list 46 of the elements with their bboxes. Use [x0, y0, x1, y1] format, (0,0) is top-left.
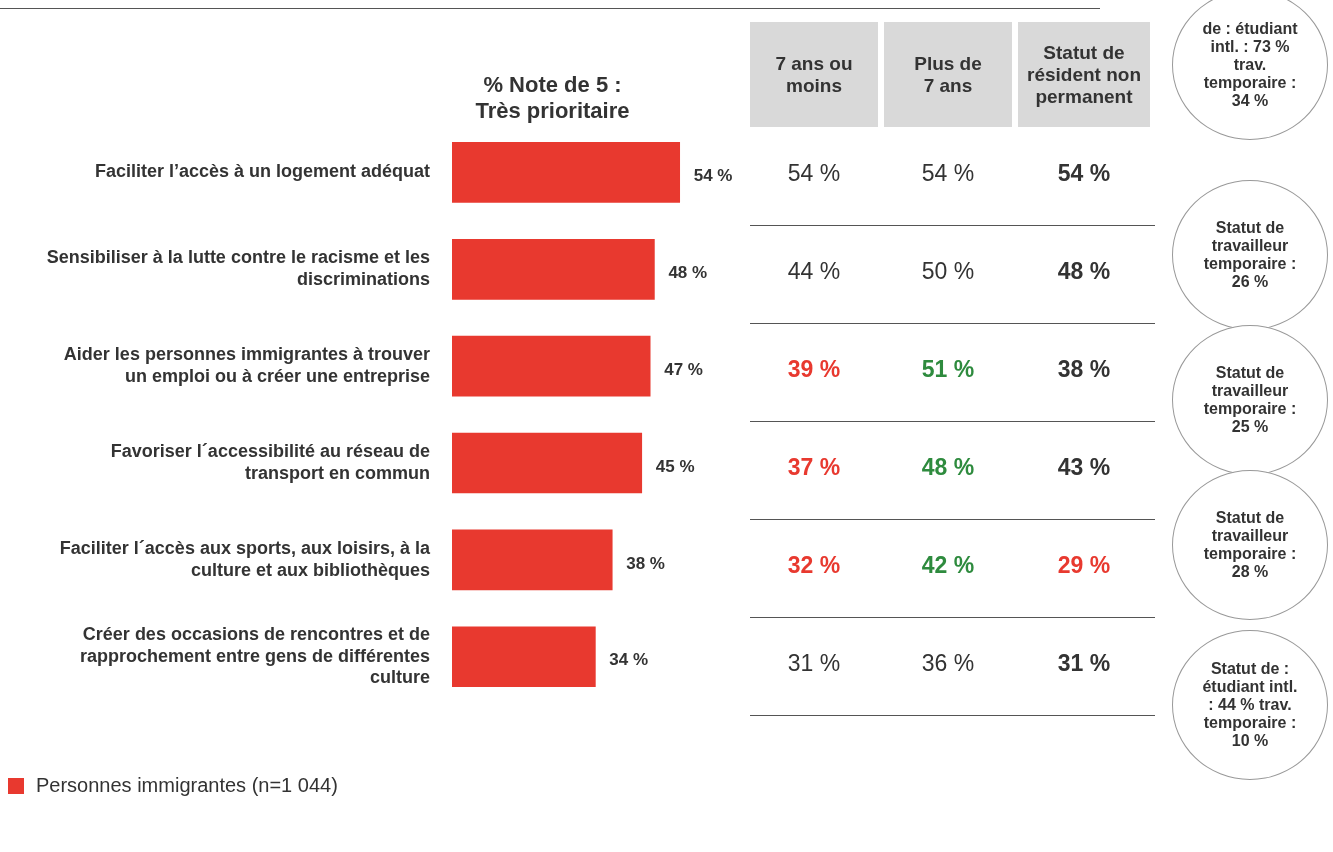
y-tick-label: Favoriser l´accessibilité au réseau de transport en commun	[110, 441, 430, 483]
text: de : étudiant intl. : 73 % trav. temporaire : 34 %	[1202, 20, 1298, 110]
text: 32 %	[787, 551, 841, 578]
category-label: Plus de 7 ans	[913, 52, 983, 97]
text: 48 %	[921, 453, 975, 480]
text: 31 %	[787, 649, 841, 676]
text: 39 %	[787, 355, 841, 382]
y-tick-label: Créer des occasions de rencontres et de rapprochement entre gens de différentes culture	[79, 624, 430, 688]
text: 42 %	[921, 551, 975, 578]
text: 48 %	[1057, 257, 1111, 284]
text: 38 %	[1057, 355, 1111, 382]
bar	[452, 626, 596, 688]
text: 51 %	[921, 355, 975, 382]
text: 37 %	[787, 453, 841, 480]
legend-label: Personnes immigrantes (n=1 044)	[36, 774, 338, 797]
category-label: Statut de résident non permanent	[1026, 41, 1142, 108]
y-tick-label: Faciliter l´accès aux sports, aux loisirs, à la culture et aux bibliothèques	[59, 538, 431, 580]
category-label: 7 ans ou moins	[774, 52, 854, 97]
y-tick-label: Sensibiliser à la lutte contre le racisme et les discriminations	[46, 247, 430, 290]
text: Statut de travailleur temporaire : 26 %	[1202, 219, 1298, 291]
data-label: 48 %	[668, 262, 708, 282]
data-label: 34 %	[609, 650, 649, 670]
text: Statut de travailleur temporaire : 25 %	[1202, 364, 1298, 436]
bar	[452, 432, 643, 494]
bar	[452, 238, 655, 300]
text: 50 %	[921, 257, 975, 284]
chart-title: % Note de 5 : Très prioritaire	[474, 72, 631, 124]
text: 54 %	[787, 159, 841, 186]
text: 36 %	[921, 649, 975, 676]
text: 54 %	[921, 159, 975, 186]
text: 44 %	[787, 257, 841, 284]
text: 54 %	[1057, 159, 1111, 186]
text: 31 %	[1057, 649, 1111, 676]
text: Statut de travailleur temporaire : 28 %	[1202, 509, 1298, 581]
bar	[452, 529, 613, 591]
data-label: 54 %	[693, 166, 733, 186]
text: Statut de : étudiant intl. : 44 % trav. temporaire : 10 %	[1202, 660, 1298, 750]
data-label: 38 %	[626, 553, 665, 573]
bar	[452, 335, 651, 397]
text: 43 %	[1057, 453, 1111, 480]
data-label: 47 %	[664, 359, 703, 379]
y-tick-label: Aider les personnes immigrantes à trouver un emploi ou à créer une entreprise	[63, 344, 430, 386]
y-tick-label: Faciliter l’accès à un logement adéquat	[94, 161, 431, 182]
text: 29 %	[1057, 551, 1111, 578]
bar	[452, 142, 681, 203]
data-label: 45 %	[655, 456, 695, 476]
